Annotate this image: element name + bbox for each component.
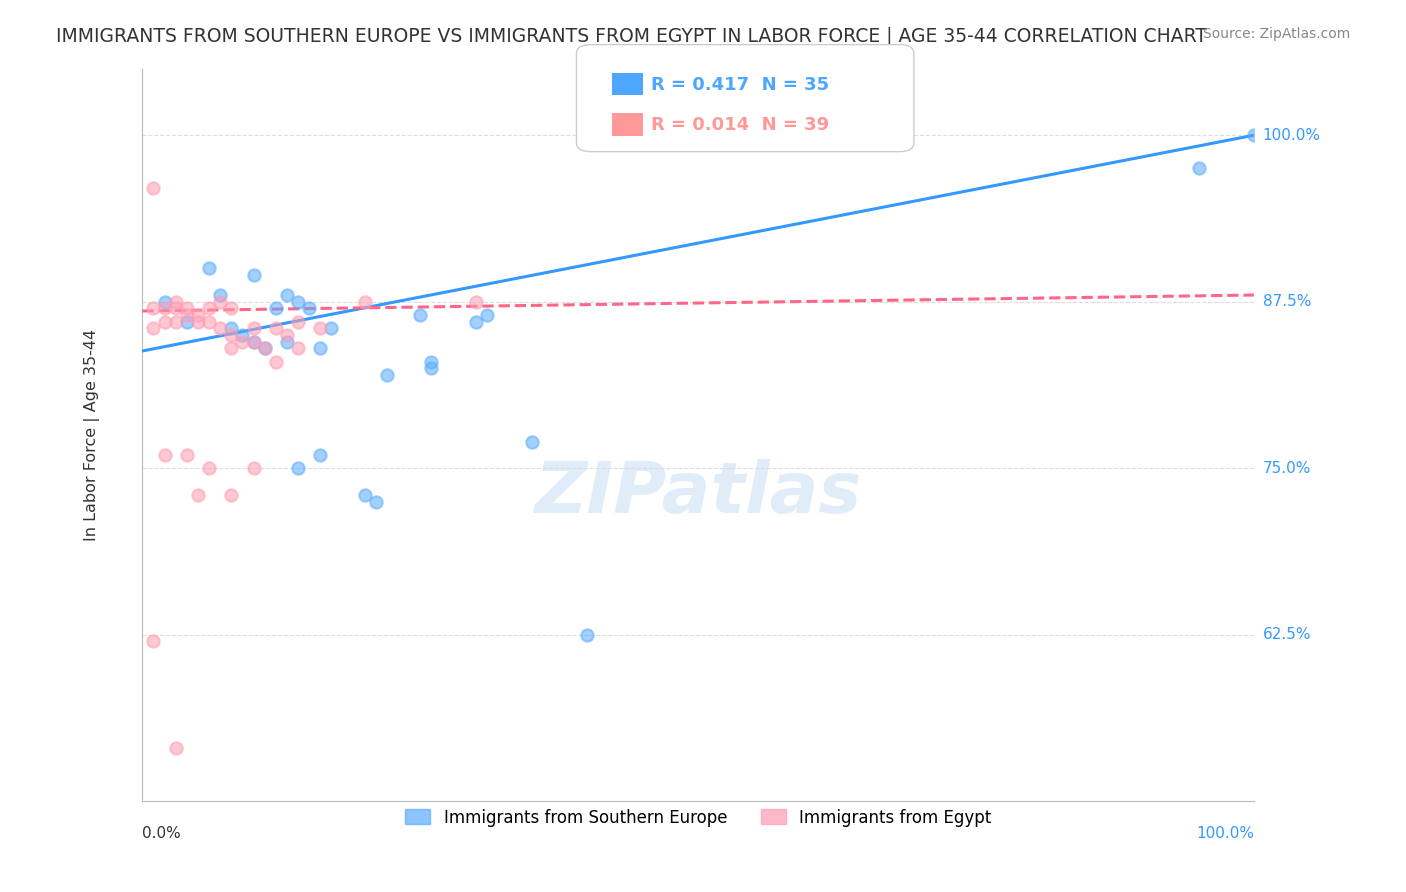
Point [287,461,309,475]
Point [520,434,543,449]
Point [242,268,264,282]
Point [142,321,165,335]
Point [176,308,198,322]
Point [165,294,187,309]
Point [276,328,298,343]
Point [153,448,176,462]
Text: Source: ZipAtlas.com: Source: ZipAtlas.com [1202,27,1350,41]
Point [576,628,599,642]
Point [153,315,176,329]
Point [165,315,187,329]
Text: 87.5%: 87.5% [1263,294,1310,310]
Point [221,301,243,316]
Point [209,288,232,302]
Point [198,301,221,316]
Point [364,494,387,508]
Point [187,308,209,322]
Point [142,301,165,316]
Point [242,334,264,349]
Point [187,488,209,502]
Text: ZIPatlas: ZIPatlas [534,459,862,528]
Text: 0.0%: 0.0% [142,826,181,841]
Point [264,301,287,316]
Point [353,488,375,502]
Point [231,328,253,343]
Point [142,181,165,195]
Point [409,308,432,322]
Point [309,448,332,462]
Point [1243,128,1265,143]
Point [321,321,343,335]
Point [221,488,243,502]
Point [176,301,198,316]
Point [198,315,221,329]
Point [375,368,398,382]
Point [176,448,198,462]
Text: 62.5%: 62.5% [1263,627,1312,642]
Text: 100.0%: 100.0% [1197,826,1254,841]
Point [287,341,309,355]
Point [287,294,309,309]
Text: IMMIGRANTS FROM SOUTHERN EUROPE VS IMMIGRANTS FROM EGYPT IN LABOR FORCE | AGE 35: IMMIGRANTS FROM SOUTHERN EUROPE VS IMMIG… [56,27,1208,46]
Point [187,315,209,329]
Point [353,294,375,309]
Point [309,321,332,335]
Point [176,315,198,329]
Point [276,288,298,302]
Point [153,301,176,316]
Point [465,294,488,309]
Point [231,334,253,349]
Text: In Labor Force | Age 35-44: In Labor Force | Age 35-44 [84,329,100,541]
Point [209,294,232,309]
Point [264,321,287,335]
Text: R = 0.417  N = 35: R = 0.417 N = 35 [651,76,830,94]
Point [309,341,332,355]
Point [221,328,243,343]
Point [165,301,187,316]
Point [264,354,287,368]
Text: 75.0%: 75.0% [1263,461,1310,475]
Point [287,315,309,329]
Point [242,461,264,475]
Text: 100.0%: 100.0% [1263,128,1320,143]
Point [198,261,221,276]
Point [153,294,176,309]
Point [298,301,321,316]
Point [221,321,243,335]
Point [242,321,264,335]
Legend: Immigrants from Southern Europe, Immigrants from Egypt: Immigrants from Southern Europe, Immigra… [399,802,998,833]
Point [198,461,221,475]
Point [276,334,298,349]
Point [465,315,488,329]
Text: R = 0.014  N = 39: R = 0.014 N = 39 [651,116,830,134]
Point [165,741,187,756]
Point [475,308,498,322]
Point [420,361,443,376]
Point [1188,161,1211,176]
Point [242,334,264,349]
Point [253,341,276,355]
Point [221,341,243,355]
Point [209,321,232,335]
Point [420,354,443,368]
Point [253,341,276,355]
Point [142,634,165,648]
